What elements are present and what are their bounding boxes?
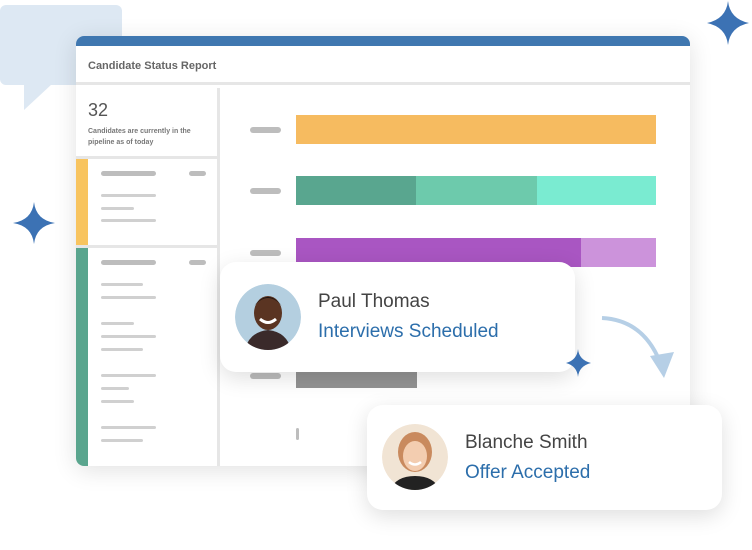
sparkle-icon <box>13 202 55 244</box>
summary-text: Candidates are currently in the pipeline… <box>88 128 191 146</box>
candidate-status: Offer Accepted <box>465 462 591 483</box>
bar-segment <box>296 176 416 205</box>
placeholder-line <box>101 400 134 403</box>
placeholder-line <box>101 426 156 429</box>
status-bar-chart <box>223 88 690 466</box>
pipeline-summary: 32 Candidates are currently in the pipel… <box>76 88 220 159</box>
report-title: Candidate Status Report <box>88 60 217 72</box>
avatar <box>382 424 448 490</box>
list-item[interactable] <box>76 159 220 248</box>
candidate-card-blanche[interactable]: Blanche Smith Offer Accepted <box>367 405 722 510</box>
bar-segment <box>536 176 656 205</box>
status-stripe <box>76 248 88 466</box>
placeholder-title <box>101 171 156 176</box>
placeholder-badge <box>189 260 206 265</box>
candidate-count: 32 <box>88 100 109 120</box>
candidate-sidebar: 32 Candidates are currently in the pipel… <box>76 88 220 466</box>
placeholder-line <box>101 296 156 299</box>
bar-segment <box>296 115 656 144</box>
placeholder-line <box>101 374 156 377</box>
list-item[interactable] <box>76 248 220 466</box>
candidate-name: Paul Thomas <box>318 291 430 312</box>
placeholder-title <box>101 260 156 265</box>
candidate-name: Blanche Smith <box>465 432 588 453</box>
bar-segment <box>415 176 537 205</box>
placeholder-line <box>101 219 156 222</box>
bar-label-placeholder <box>250 188 281 194</box>
placeholder-line <box>101 387 129 390</box>
placeholder-line <box>101 322 134 325</box>
bar-segment <box>296 370 417 388</box>
bar-label-placeholder <box>250 373 281 379</box>
placeholder-line <box>101 207 134 210</box>
sparkle-icon <box>707 1 749 45</box>
candidate-status: Interviews Scheduled <box>318 321 499 342</box>
placeholder-line <box>101 348 143 351</box>
bar-segment <box>581 238 656 267</box>
placeholder-line <box>101 439 143 442</box>
status-stripe <box>76 159 88 245</box>
arrow-icon <box>601 316 674 378</box>
chat-bubble-tail <box>24 84 52 110</box>
axis-tick <box>296 428 299 440</box>
sparkle-icon <box>566 349 591 377</box>
placeholder-badge <box>189 171 206 176</box>
avatar <box>235 284 301 350</box>
candidate-card-paul[interactable]: Paul Thomas Interviews Scheduled <box>220 262 575 372</box>
placeholder-line <box>101 194 156 197</box>
bar-label-placeholder <box>250 250 281 256</box>
report-window: Candidate Status Report 32 Candidates ar… <box>76 36 690 466</box>
placeholder-line <box>101 283 143 286</box>
placeholder-line <box>101 335 156 338</box>
window-header: Candidate Status Report <box>76 46 690 85</box>
bar-label-placeholder <box>250 127 281 133</box>
window-top-bar <box>76 36 690 46</box>
